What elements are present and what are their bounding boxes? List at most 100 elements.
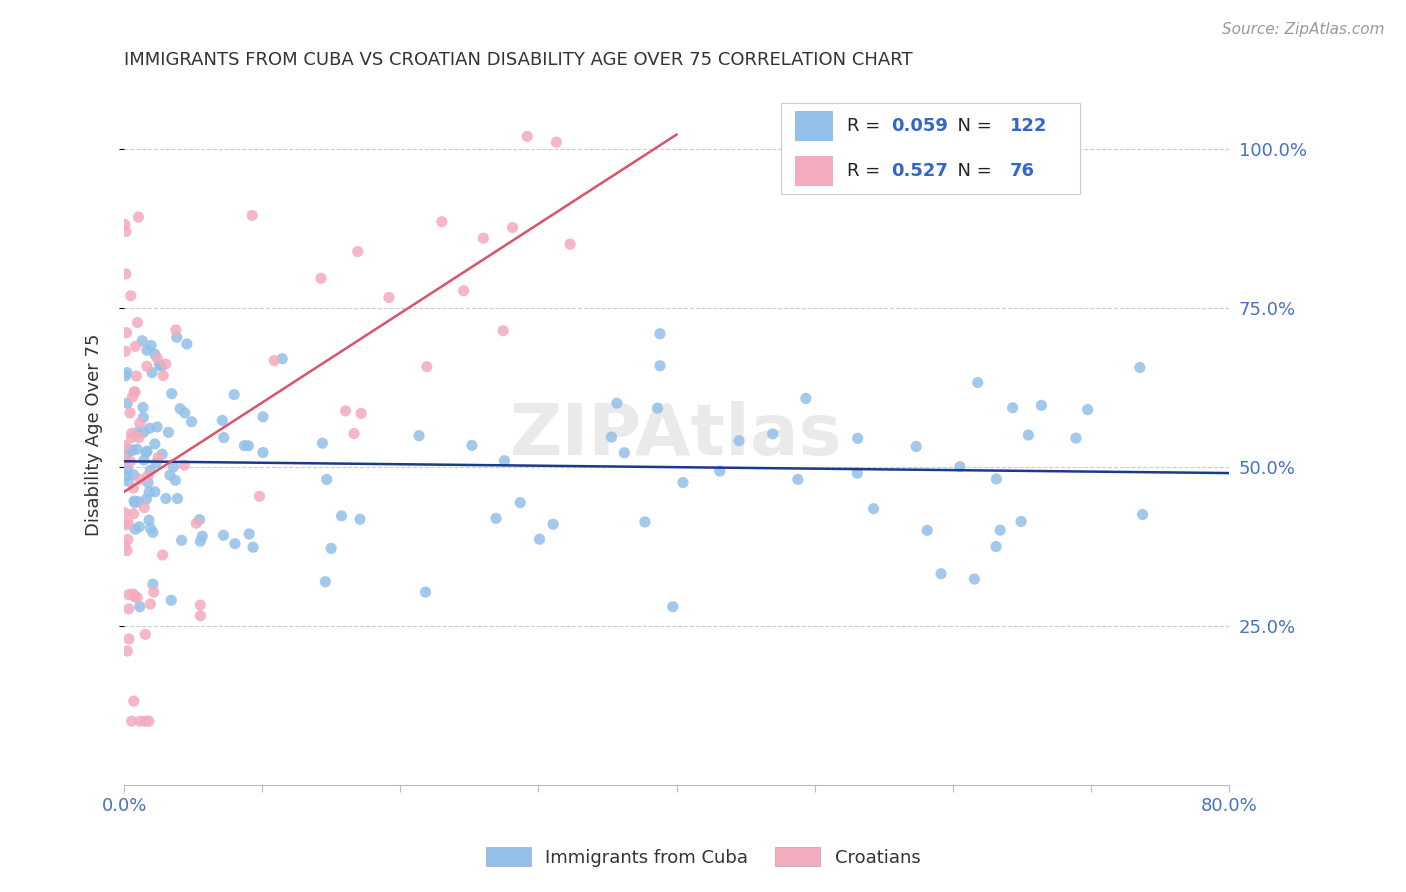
Point — [124, 339, 146, 353]
Point — [212, 528, 235, 542]
Point — [128, 430, 150, 444]
Point — [949, 459, 972, 474]
Point — [121, 390, 143, 404]
Point — [122, 694, 145, 708]
Point — [314, 574, 336, 589]
Point — [160, 593, 183, 607]
Point — [709, 464, 731, 478]
Point — [311, 436, 333, 450]
Point — [966, 376, 988, 390]
Point — [249, 489, 271, 503]
Point — [135, 491, 157, 506]
Legend: Immigrants from Cuba, Croatians: Immigrants from Cuba, Croatians — [478, 840, 928, 874]
Point — [124, 522, 146, 536]
Point — [648, 326, 671, 341]
Point — [485, 511, 508, 525]
Point — [162, 459, 184, 474]
Point — [115, 396, 138, 410]
Point — [862, 501, 884, 516]
Point — [648, 359, 671, 373]
Point — [118, 632, 141, 646]
Point — [141, 366, 163, 380]
Point — [115, 326, 138, 340]
Point — [929, 566, 952, 581]
Point — [120, 289, 142, 303]
Text: 76: 76 — [1010, 161, 1035, 180]
Point — [114, 218, 136, 232]
Point — [984, 540, 1007, 554]
Point — [349, 512, 371, 526]
Point — [127, 210, 149, 224]
Point — [129, 472, 152, 486]
Point — [127, 591, 149, 605]
Point — [120, 406, 142, 420]
Point — [416, 359, 439, 374]
Point — [165, 473, 187, 487]
Point — [143, 484, 166, 499]
Point — [271, 351, 294, 366]
Point — [238, 527, 260, 541]
Point — [124, 590, 146, 604]
Point — [122, 587, 145, 601]
Point — [378, 290, 401, 304]
Point — [128, 599, 150, 614]
Point — [135, 445, 157, 459]
Point — [118, 602, 141, 616]
Point — [173, 458, 195, 472]
Point — [139, 338, 162, 352]
Point — [127, 494, 149, 508]
Point — [1129, 360, 1152, 375]
Point — [647, 401, 669, 416]
Point — [224, 536, 246, 550]
Point — [121, 426, 143, 441]
Point — [252, 445, 274, 459]
Point — [127, 316, 149, 330]
Point — [529, 533, 551, 547]
Point — [124, 385, 146, 400]
Point — [516, 129, 538, 144]
Point — [159, 468, 181, 483]
Point — [121, 443, 143, 458]
Point — [155, 491, 177, 506]
Point — [509, 496, 531, 510]
FancyBboxPatch shape — [782, 103, 1080, 194]
Point — [343, 426, 366, 441]
Point — [846, 466, 869, 480]
Point — [122, 507, 145, 521]
Point — [120, 454, 142, 468]
Point — [115, 225, 138, 239]
Point — [143, 437, 166, 451]
Point — [142, 577, 165, 591]
Point — [173, 406, 195, 420]
FancyBboxPatch shape — [794, 156, 834, 186]
Point — [190, 608, 212, 623]
Point — [157, 425, 180, 440]
Point — [132, 401, 155, 415]
Point — [138, 714, 160, 729]
Point — [136, 444, 159, 458]
Text: 0.059: 0.059 — [891, 117, 948, 135]
Point — [330, 508, 353, 523]
Point — [148, 450, 170, 465]
Point — [128, 520, 150, 534]
Point — [145, 456, 167, 470]
Text: N =: N = — [946, 161, 998, 180]
Point — [146, 351, 169, 366]
Point — [170, 533, 193, 548]
Text: 0.527: 0.527 — [891, 161, 948, 180]
Point — [233, 439, 256, 453]
Point — [115, 543, 138, 558]
Point — [211, 413, 233, 427]
Point — [134, 627, 156, 641]
Point — [138, 421, 160, 435]
Point — [118, 442, 141, 457]
Point — [117, 588, 139, 602]
Text: R =: R = — [846, 161, 886, 180]
Point — [212, 431, 235, 445]
Point — [494, 454, 516, 468]
Point — [152, 548, 174, 562]
Point — [453, 284, 475, 298]
Point — [124, 496, 146, 510]
Point — [125, 369, 148, 384]
Point — [408, 428, 430, 442]
